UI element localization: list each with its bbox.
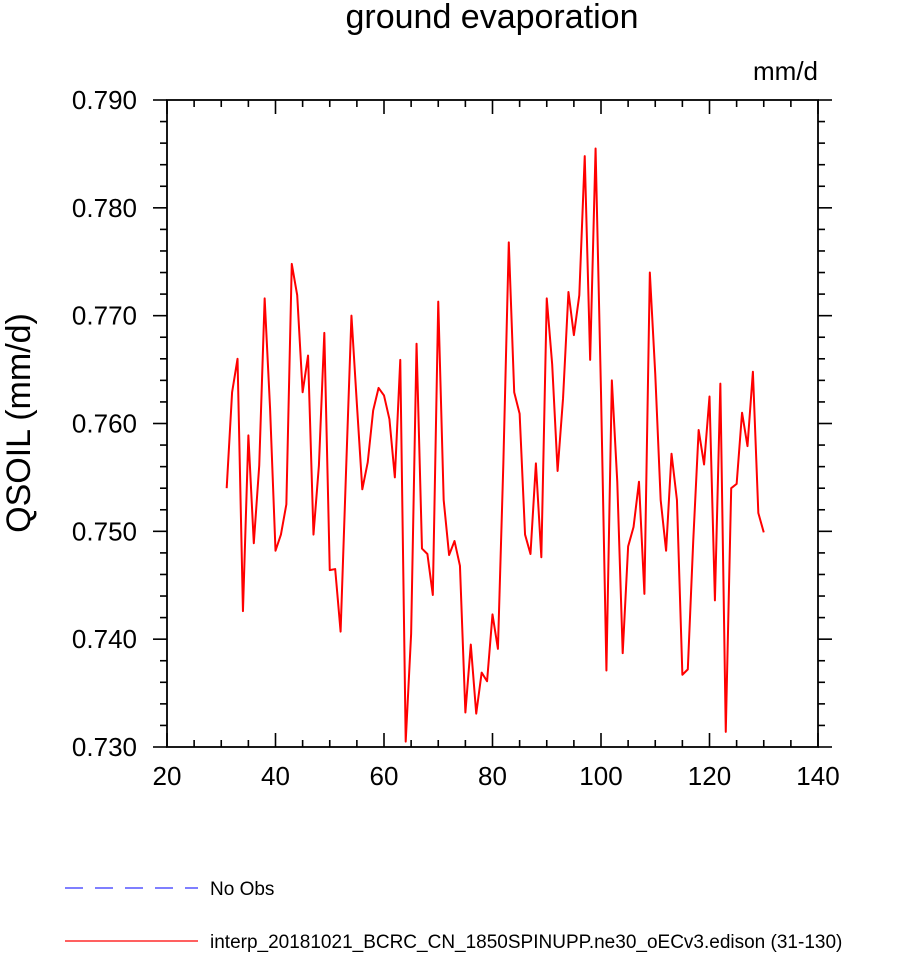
y-tick-label: 0.730 — [72, 732, 137, 762]
legend-label: No Obs — [210, 879, 274, 900]
x-tick-label: 60 — [370, 761, 399, 791]
legend: No Obs interp_20181021_BCRC_CN_1850SPINUP… — [65, 879, 842, 953]
x-tick-label: 40 — [261, 761, 290, 791]
legend-label: interp_20181021_BCRC_CN_1850SPINUPP.ne30… — [210, 932, 842, 953]
x-tick-label: 140 — [796, 761, 839, 791]
x-tick-label: 120 — [688, 761, 731, 791]
y-axis-label: QSOIL (mm/d) — [0, 313, 38, 533]
x-tick-label: 100 — [579, 761, 622, 791]
axis-tick-labels: 20 40 60 80 100 120 140 0.730 0.740 0.750 0.760 0.7… — [72, 85, 840, 791]
y-tick-label: 0.750 — [72, 516, 137, 546]
y-tick-label: 0.740 — [72, 624, 137, 654]
y-tick-label: 0.790 — [72, 85, 137, 115]
axis-ticks — [153, 99, 832, 748]
y-tick-label: 0.760 — [72, 409, 137, 439]
x-tick-label: 20 — [153, 761, 182, 791]
data-series — [225, 147, 765, 743]
x-tick-label: 80 — [478, 761, 507, 791]
chart-units: mm/d — [753, 56, 818, 86]
series-line — [225, 147, 765, 743]
y-tick-label: 0.770 — [72, 301, 137, 331]
chart-title: ground evaporation — [345, 0, 638, 36]
y-tick-label: 0.780 — [72, 193, 137, 223]
